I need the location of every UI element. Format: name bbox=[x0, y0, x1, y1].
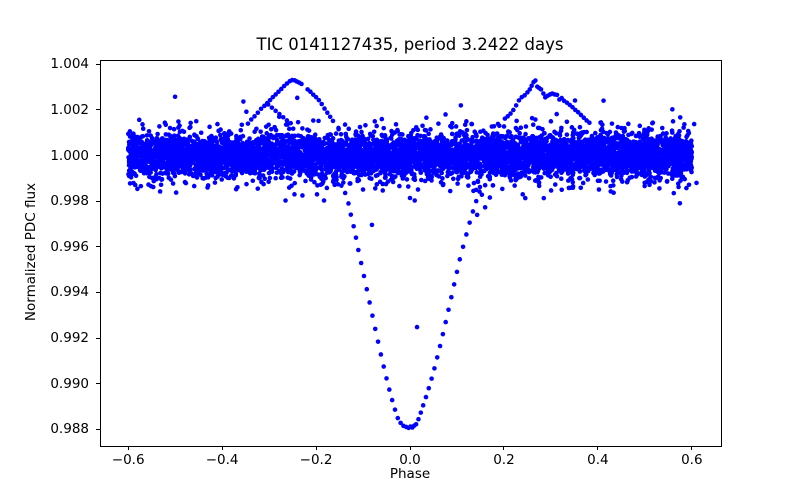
y-tick-label: 0.988 bbox=[50, 421, 89, 438]
x-tick-mark bbox=[597, 446, 599, 450]
y-axis-label: Normalized PDC flux bbox=[23, 182, 39, 322]
x-tick-label: −0.6 bbox=[111, 452, 145, 468]
y-tick-label: 0.990 bbox=[50, 375, 89, 392]
y-tick-label: 1.000 bbox=[50, 147, 89, 164]
y-tick-mark bbox=[96, 63, 100, 65]
chart-title: TIC 0141127435, period 3.2422 days bbox=[256, 35, 564, 54]
x-tick-label: 0.4 bbox=[587, 452, 609, 468]
x-tick-label: 0.0 bbox=[399, 452, 421, 468]
x-axis-label: Phase bbox=[389, 466, 431, 482]
y-tick-mark bbox=[96, 337, 100, 339]
x-tick-mark bbox=[315, 446, 317, 450]
x-tick-label: 0.6 bbox=[681, 452, 703, 468]
y-tick-label: 1.002 bbox=[50, 101, 89, 118]
x-tick-label: −0.4 bbox=[205, 452, 239, 468]
y-tick-label: 1.004 bbox=[50, 56, 89, 73]
y-tick-mark bbox=[96, 200, 100, 202]
y-tick-label: 0.994 bbox=[50, 284, 89, 301]
x-tick-mark bbox=[127, 446, 129, 450]
x-tick-mark bbox=[221, 446, 223, 450]
y-tick-mark bbox=[96, 246, 100, 248]
y-tick-label: 0.998 bbox=[50, 193, 89, 210]
y-tick-label: 0.992 bbox=[50, 330, 89, 347]
x-tick-label: 0.2 bbox=[493, 452, 515, 468]
y-tick-label: 0.996 bbox=[50, 238, 89, 255]
scatter-points-canvas bbox=[100, 60, 720, 445]
x-tick-mark bbox=[409, 446, 411, 450]
x-tick-mark bbox=[503, 446, 505, 450]
x-tick-label: −0.2 bbox=[299, 452, 333, 468]
y-tick-mark bbox=[96, 155, 100, 157]
y-tick-mark bbox=[96, 109, 100, 111]
y-tick-mark bbox=[96, 291, 100, 293]
y-tick-mark bbox=[96, 428, 100, 430]
x-tick-mark bbox=[691, 446, 693, 450]
y-tick-mark bbox=[96, 383, 100, 385]
